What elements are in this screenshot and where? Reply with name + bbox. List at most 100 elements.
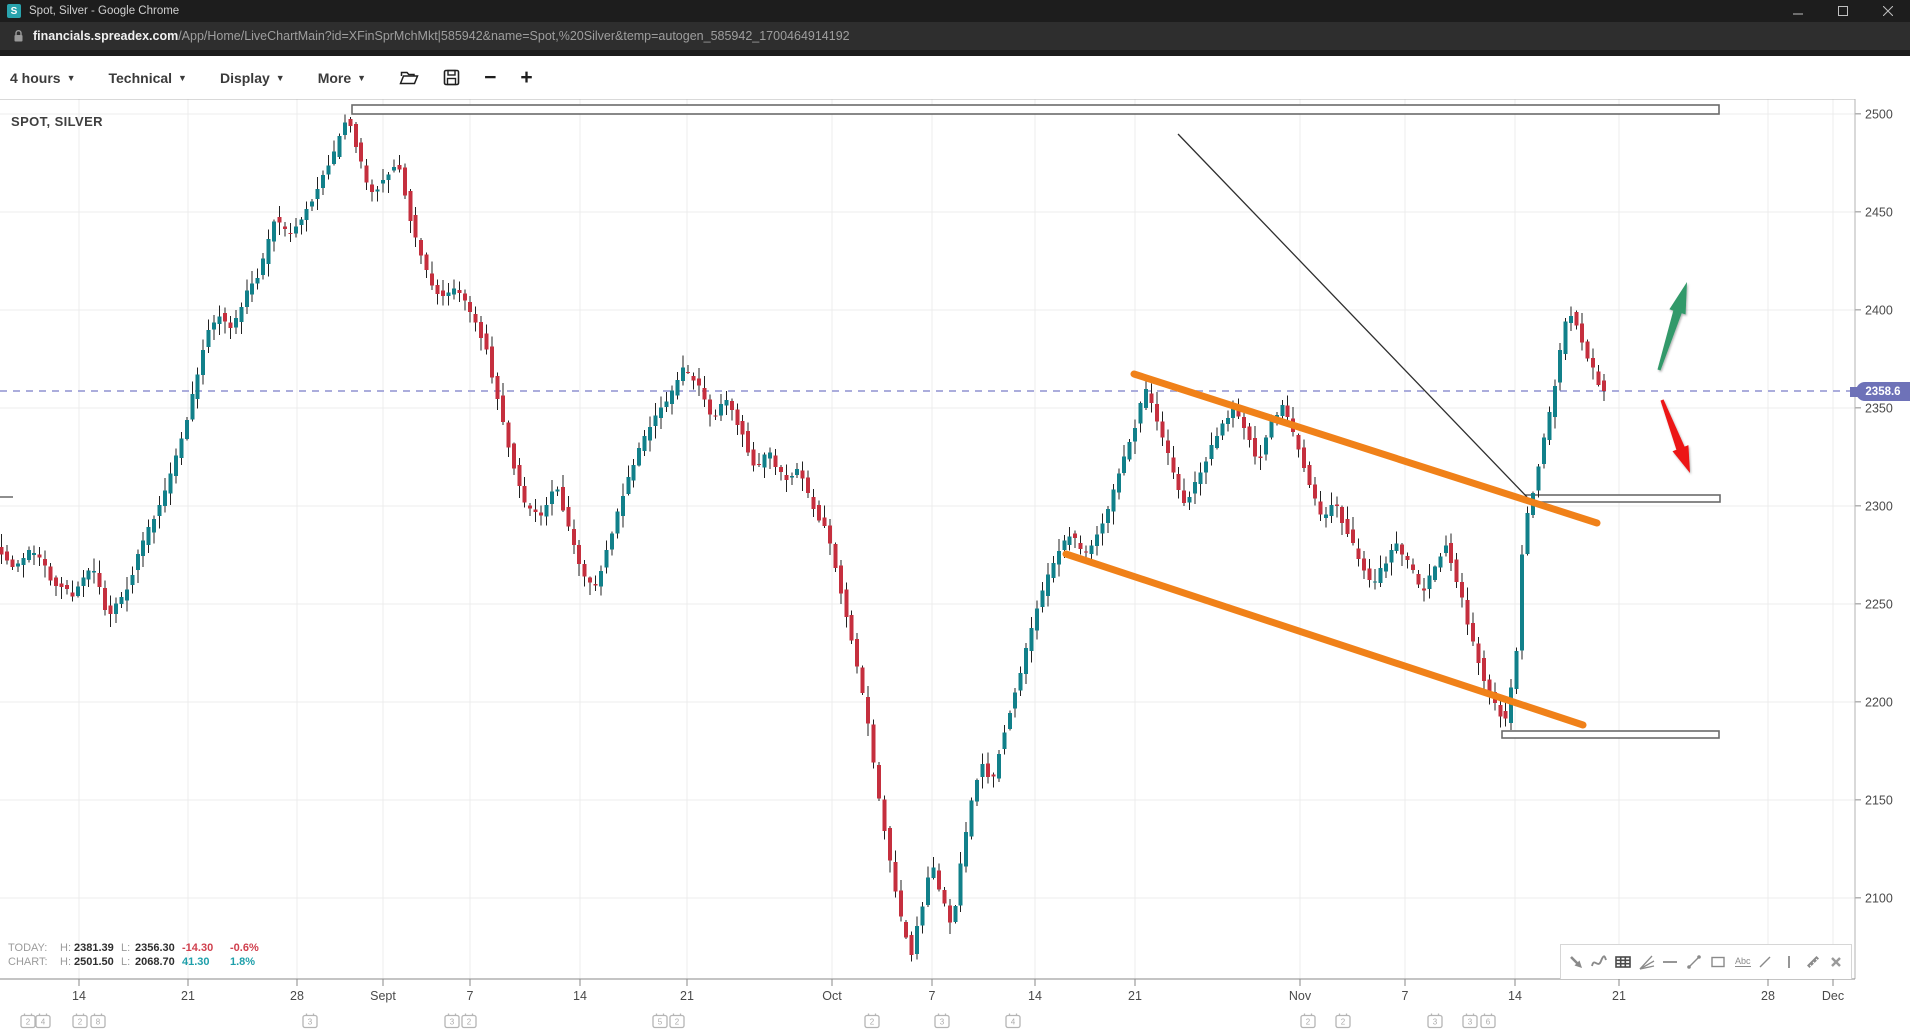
arrow-tool[interactable] — [1567, 953, 1585, 971]
lock-icon — [14, 30, 23, 42]
calendar-icon: 4 — [1005, 1013, 1021, 1029]
channel-line — [1130, 370, 1601, 527]
today-change-pct: -0.6% — [230, 942, 259, 954]
calendar-icon: 3 — [302, 1013, 318, 1029]
y-axis-label: 2100 — [1865, 891, 1893, 905]
calendar-event-marker[interactable]: 2 — [20, 1012, 36, 1029]
curve-tool-icon — [1591, 955, 1608, 967]
x-axis-label: 14 — [72, 989, 86, 1003]
bearish-arrow — [1660, 399, 1690, 473]
calendar-event-marker[interactable]: 2 — [864, 1012, 880, 1029]
y-axis-label: 2500 — [1865, 107, 1893, 121]
bullish-arrow — [1657, 282, 1687, 371]
y-axis-label: 2400 — [1865, 303, 1893, 317]
grid-tool[interactable] — [1614, 953, 1632, 971]
calendar-icon: 2 — [669, 1013, 685, 1029]
fan-lines-tool[interactable] — [1638, 953, 1656, 971]
technical-dropdown[interactable]: Technical ▼ — [109, 70, 187, 86]
channel-line — [1062, 550, 1587, 729]
minimize-button[interactable] — [1775, 0, 1820, 22]
last-price-badge: 2358.6 — [1850, 382, 1910, 401]
close-button[interactable] — [1865, 0, 1910, 22]
calendar-event-marker[interactable]: 2 — [461, 1012, 477, 1029]
bearish-trendline — [1177, 133, 1528, 498]
display-dropdown[interactable]: Display ▼ — [220, 70, 285, 86]
calendar-event-marker[interactable]: 2 — [1335, 1012, 1351, 1029]
trend-line-tool[interactable] — [1685, 953, 1703, 971]
calendar-event-marker[interactable]: 3 — [302, 1012, 318, 1029]
calendar-icon: 2 — [864, 1013, 880, 1029]
close-icon — [1882, 6, 1893, 16]
calendar-icon: 2 — [20, 1013, 36, 1029]
chart-high: 2501.50 — [74, 956, 114, 968]
calendar-event-marker[interactable]: 3 — [1427, 1012, 1443, 1029]
calendar-event-marker[interactable]: 5 — [652, 1012, 668, 1029]
svg-text:2: 2 — [78, 1018, 83, 1027]
timeframe-dropdown[interactable]: 4 hours ▼ — [10, 70, 76, 86]
zoom-out-button[interactable]: − — [484, 67, 496, 88]
y-axis-label: 2200 — [1865, 695, 1893, 709]
address-bar[interactable]: financials.spreadex.com/App/Home/LiveCha… — [0, 22, 1910, 50]
y-axis-label: 2300 — [1865, 499, 1893, 513]
calendar-event-marker[interactable]: 8 — [90, 1012, 106, 1029]
calendar-icon: 5 — [652, 1013, 668, 1029]
chevron-down-icon: ▼ — [66, 72, 76, 83]
candles-up — [15, 114, 1574, 960]
today-label: TODAY: — [8, 942, 48, 954]
chart-low: 2068.70 — [135, 956, 175, 968]
delete-drawing-tool[interactable] — [1827, 953, 1845, 971]
horizontal-line-tool[interactable] — [1661, 953, 1679, 971]
measure-tool[interactable] — [1804, 953, 1822, 971]
calendar-event-marker[interactable]: 6 — [1480, 1012, 1496, 1029]
svg-text:5: 5 — [658, 1018, 663, 1027]
curve-tool[interactable] — [1590, 953, 1608, 971]
fan-lines-icon — [1639, 955, 1655, 970]
today-low: 2356.30 — [135, 942, 175, 954]
text-tool[interactable]: Abc — [1733, 953, 1751, 971]
text-tool-icon: Abc — [1734, 956, 1751, 967]
svg-text:2: 2 — [870, 1018, 875, 1027]
zoom-in-button[interactable]: + — [520, 67, 532, 88]
open-chart-button[interactable] — [399, 69, 419, 86]
svg-text:3: 3 — [308, 1018, 313, 1027]
chrome-divider — [0, 50, 1910, 56]
technical-label: Technical — [108, 69, 173, 86]
vertical-line-tool[interactable] — [1780, 953, 1798, 971]
rectangle-tool[interactable] — [1709, 953, 1727, 971]
calendar-event-marker[interactable]: 4 — [35, 1012, 51, 1029]
chevron-down-icon: ▼ — [357, 72, 367, 83]
symbol-label: SPOT, SILVER — [11, 114, 103, 129]
calendar-event-marker[interactable]: 4 — [1005, 1012, 1021, 1029]
more-dropdown[interactable]: More ▼ — [318, 70, 366, 86]
measure-ruler-icon — [1806, 956, 1819, 968]
calendar-event-marker[interactable]: 3 — [444, 1012, 460, 1029]
calendar-icon: 3 — [934, 1013, 950, 1029]
minus-icon: − — [484, 66, 497, 89]
maximize-button[interactable] — [1820, 0, 1865, 22]
x-axis-label: 7 — [929, 989, 936, 1003]
x-axis-label: 21 — [1128, 989, 1142, 1003]
y-axis-label: 2450 — [1865, 205, 1893, 219]
x-axis-label: 14 — [1028, 989, 1042, 1003]
x-axis-label: 7 — [467, 989, 474, 1003]
calendar-event-marker[interactable]: 3 — [934, 1012, 950, 1029]
more-label: More — [317, 69, 352, 86]
maximize-icon — [1837, 6, 1848, 16]
chart-label: CHART: — [8, 956, 48, 968]
browser-titlebar: S Spot, Silver - Google Chrome — [0, 0, 1910, 22]
candles-down — [0, 117, 1606, 962]
calendar-icon: 2 — [72, 1013, 88, 1029]
calendar-event-marker[interactable]: 2 — [72, 1012, 88, 1029]
calendar-event-marker[interactable]: 3 — [1462, 1012, 1478, 1029]
calendar-event-marker[interactable]: 2 — [1300, 1012, 1316, 1029]
grid-tool-icon — [1615, 956, 1631, 968]
x-axis-label: Nov — [1289, 989, 1312, 1003]
today-change: -14.30 — [182, 942, 214, 954]
line-tool[interactable] — [1756, 953, 1774, 971]
calendar-icon: 6 — [1480, 1013, 1496, 1029]
calendar-event-marker[interactable]: 2 — [669, 1012, 685, 1029]
save-chart-button[interactable] — [443, 69, 460, 86]
x-axis-label: 21 — [680, 989, 694, 1003]
